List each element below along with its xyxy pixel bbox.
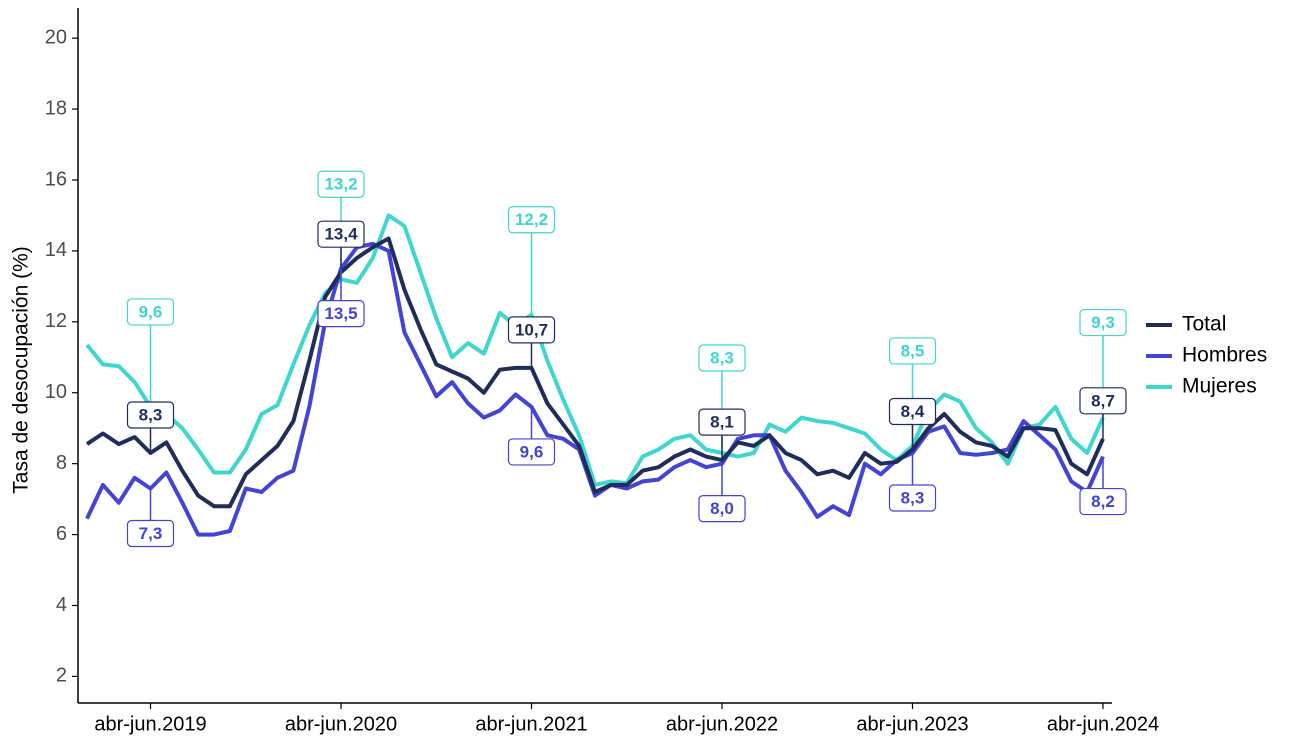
y-tick-label: 2	[56, 665, 67, 687]
legend-label: Hombres	[1182, 344, 1267, 367]
data-label: 8,0	[710, 499, 734, 518]
data-label: 8,3	[901, 488, 925, 507]
label-box	[317, 220, 365, 248]
label-box	[888, 337, 937, 365]
y-tick-label: 20	[45, 26, 67, 48]
legend-label: Mujeres	[1182, 375, 1257, 398]
data-label: 8,5	[901, 341, 925, 360]
data-label: 8,3	[710, 348, 734, 367]
x-tick-label: abr-jun.2021	[475, 713, 587, 735]
series-line	[85, 241, 1105, 537]
label-box	[317, 170, 365, 198]
y-tick-label: 14	[45, 239, 67, 261]
label-box	[507, 206, 556, 234]
data-label: 8,3	[139, 405, 163, 424]
label-box	[317, 300, 365, 328]
label-box	[698, 408, 746, 436]
data-label: 10,7	[515, 320, 548, 339]
label-box	[698, 495, 746, 523]
label-box	[1079, 387, 1127, 415]
legend-label: Total	[1182, 313, 1226, 336]
label-box	[126, 401, 175, 429]
label-box	[1079, 487, 1127, 516]
label-box	[1079, 308, 1127, 337]
data-label: 13,5	[324, 304, 357, 323]
y-tick-label: 6	[56, 523, 67, 545]
label-box	[888, 397, 937, 426]
label-box	[507, 438, 556, 466]
label-box	[126, 298, 175, 326]
x-tick-label: abr-jun.2024	[1047, 713, 1159, 735]
label-box	[698, 344, 746, 372]
data-label: 13,4	[324, 225, 358, 244]
data-label: 8,7	[1091, 391, 1115, 410]
data-label: 7,3	[139, 524, 163, 543]
x-tick-label: abr-jun.2022	[666, 713, 778, 735]
label-box	[507, 316, 556, 344]
data-label: 12,2	[515, 210, 548, 229]
label-box	[888, 484, 937, 512]
y-tick-label: 18	[45, 97, 67, 119]
y-tick-label: 12	[45, 310, 67, 332]
data-label: 13,2	[324, 175, 357, 194]
y-tick-label: 4	[56, 594, 67, 616]
label-box	[126, 519, 175, 548]
series-line	[85, 236, 1105, 509]
data-label: 9,6	[520, 442, 544, 461]
data-label: 9,3	[1091, 313, 1115, 332]
y-tick-label: 10	[45, 381, 67, 403]
data-label: 8,2	[1091, 492, 1115, 511]
x-tick-label: abr-jun.2020	[285, 713, 397, 735]
x-tick-label: abr-jun.2019	[94, 713, 206, 735]
y-tick-label: 8	[56, 452, 67, 474]
y-axis-title: Tasa de desocupación (%)	[10, 246, 33, 493]
series-line	[85, 213, 1105, 487]
data-label: 8,1	[710, 413, 734, 432]
x-tick-label: abr-jun.2023	[856, 713, 968, 735]
y-tick-label: 16	[45, 168, 67, 190]
data-label: 8,4	[901, 402, 925, 421]
data-label: 9,6	[139, 302, 163, 321]
